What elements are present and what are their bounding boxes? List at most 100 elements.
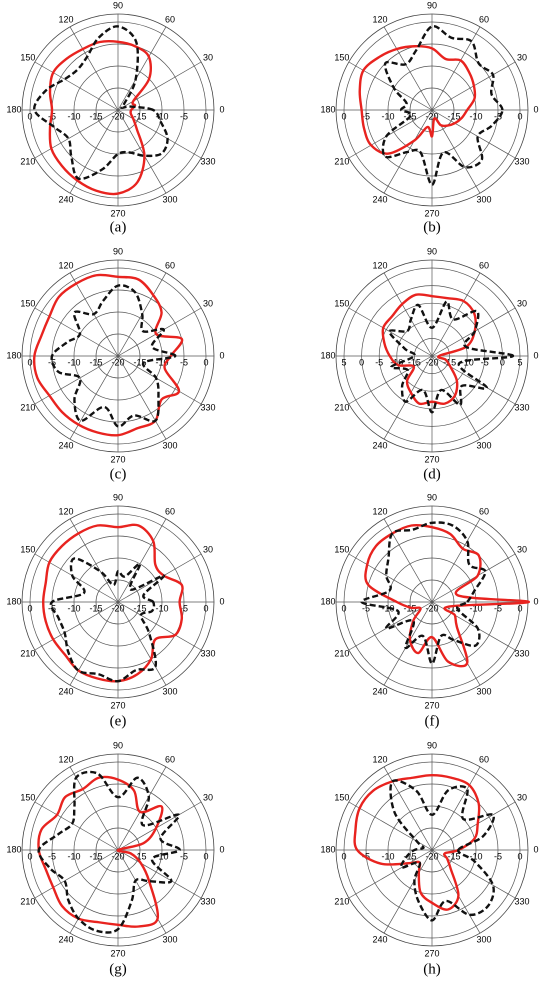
angle-label: 150 [334, 544, 349, 554]
radial-tick-label: 0 [203, 851, 208, 861]
angle-label: 210 [20, 648, 35, 658]
spoke [117, 601, 202, 651]
radial-tick-label: -20 [111, 851, 124, 861]
angle-label: 120 [372, 14, 387, 24]
radial-tick-label: -5 [180, 357, 188, 367]
spoke [117, 801, 202, 851]
spoke [34, 109, 119, 159]
angle-label: 30 [517, 298, 527, 308]
angle-label: 120 [58, 260, 73, 270]
angle-label: 120 [372, 754, 387, 764]
caption: (g) [109, 961, 127, 977]
radial-tick-label: 0 [27, 851, 32, 861]
spoke [431, 766, 481, 851]
radial-tick-label: -15 [447, 851, 460, 861]
angle-label: 60 [165, 260, 175, 270]
radial-tick-label: -5 [494, 111, 502, 121]
angle-label: 270 [424, 208, 439, 218]
spoke [117, 849, 202, 899]
angle-label: 60 [479, 14, 489, 24]
angle-label: 150 [20, 792, 35, 802]
angle-label: 240 [372, 934, 387, 944]
angle-label: 90 [113, 740, 123, 750]
radial-tick-label: 0 [341, 851, 346, 861]
pattern-line [37, 770, 181, 934]
caption: (b) [423, 219, 441, 235]
radial-tick-label: -20 [425, 851, 438, 861]
radial-tick-label: -10 [469, 603, 482, 613]
pattern-line [49, 557, 165, 683]
radial-tick-label: 0 [203, 357, 208, 367]
spoke [348, 553, 433, 603]
radial-tick-label: -15 [133, 603, 146, 613]
spoke [117, 355, 167, 440]
radial-tick-label: -5 [481, 357, 489, 367]
pattern-line [364, 523, 531, 668]
angle-label: 300 [476, 686, 491, 696]
spoke [34, 307, 119, 357]
angle-label: 0 [219, 104, 224, 114]
angle-label: 210 [334, 896, 349, 906]
radial-tick-label: 0 [517, 603, 522, 613]
radial-tick-label: -15 [89, 851, 102, 861]
angle-label: 60 [165, 14, 175, 24]
angle-label: 120 [372, 260, 387, 270]
caption: (h) [423, 961, 441, 977]
spoke [34, 801, 119, 851]
radial-tick-label: -10 [381, 111, 394, 121]
angle-label: 150 [20, 544, 35, 554]
angle-label: 180 [320, 596, 335, 606]
spoke [117, 518, 167, 603]
angle-label: 210 [20, 896, 35, 906]
radial-tick-label: -15 [408, 357, 421, 367]
spoke [431, 272, 481, 357]
angle-label: 90 [427, 0, 437, 10]
pattern-line [358, 45, 477, 155]
pattern-line [41, 523, 184, 683]
angle-label: 210 [334, 156, 349, 166]
pattern-line [381, 24, 504, 187]
angle-label: 180 [6, 104, 21, 114]
angle-label: 150 [334, 298, 349, 308]
spoke [383, 355, 433, 440]
angle-label: 330 [201, 896, 216, 906]
spoke [348, 601, 433, 651]
spoke [383, 849, 433, 934]
angle-label: 300 [162, 686, 177, 696]
radial-tick-label: -15 [447, 603, 460, 613]
angle-label: 210 [334, 648, 349, 658]
pattern-line [381, 293, 477, 406]
spoke [431, 26, 481, 111]
spoke [348, 849, 433, 899]
radial-tick-label: -15 [403, 851, 416, 861]
spoke [69, 518, 119, 603]
angle-label: 30 [203, 544, 213, 554]
spoke [431, 553, 516, 603]
angle-label: 150 [334, 792, 349, 802]
angle-label: 330 [515, 896, 530, 906]
radial-tick-label: -10 [381, 851, 394, 861]
radial-tick-label: -15 [447, 111, 460, 121]
spoke [34, 601, 119, 651]
radial-tick-label: -10 [390, 357, 403, 367]
angle-label: 240 [58, 934, 73, 944]
angle-label: 300 [162, 440, 177, 450]
angle-label: 330 [201, 156, 216, 166]
angle-label: 30 [203, 792, 213, 802]
spoke [117, 109, 167, 194]
radial-tick-label: 0 [517, 851, 522, 861]
angle-label: 270 [424, 700, 439, 710]
angle-label: 30 [517, 52, 527, 62]
radial-tick-label: -15 [443, 357, 456, 367]
angle-label: 330 [515, 402, 530, 412]
radial-tick-label: -10 [469, 111, 482, 121]
spoke [34, 61, 119, 111]
radial-tick-label: 0 [203, 111, 208, 121]
radial-tick-label: 5 [517, 357, 522, 367]
caption: (a) [110, 219, 127, 235]
